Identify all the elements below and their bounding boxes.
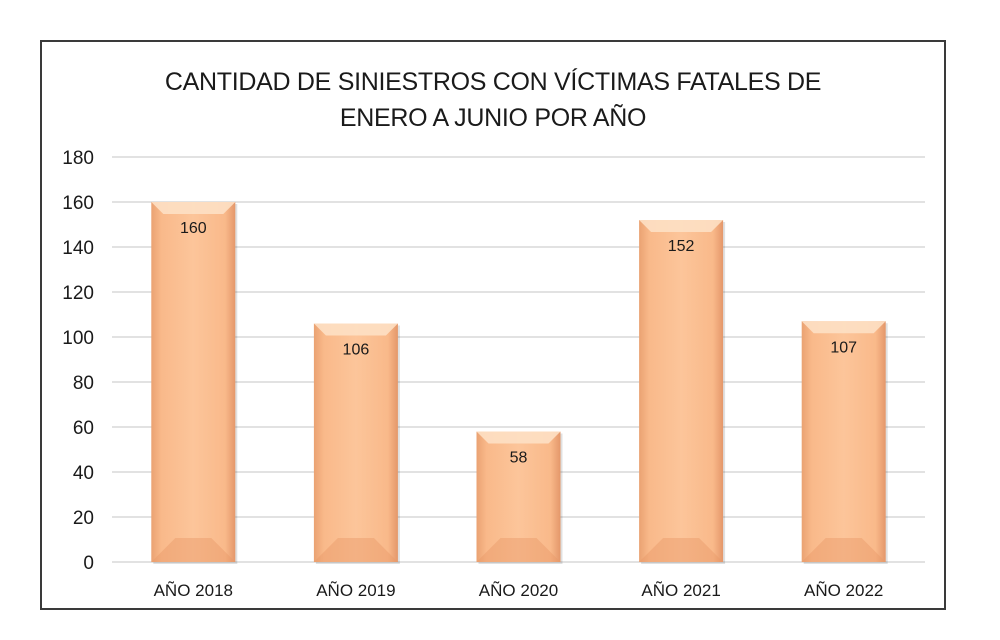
y-tick-label: 0: [83, 553, 94, 574]
bar-bevel-top: [476, 431, 561, 444]
data-label: 106: [343, 342, 370, 359]
bar-bevel-top: [801, 321, 886, 334]
y-tick-label: 160: [62, 193, 94, 214]
bar-bevel-bottom: [801, 538, 886, 562]
data-label: 160: [180, 220, 207, 237]
bar-bevel-bottom: [151, 538, 236, 562]
y-tick-label: 100: [62, 328, 94, 349]
y-tick-label: 120: [62, 283, 94, 304]
bar-bevel-bottom: [639, 538, 724, 562]
bar-año-2021: 152: [639, 220, 726, 564]
chart-title-line-1: CANTIDAD DE SINIESTROS CON VÍCTIMAS FATA…: [164, 68, 822, 96]
bar-bevel-top: [313, 323, 398, 336]
bar: [639, 220, 724, 562]
bar: [476, 431, 561, 562]
bar: [801, 321, 886, 562]
bar-bevel-bottom: [313, 538, 398, 562]
bar-bevel-top: [151, 202, 236, 214]
data-label: 58: [510, 450, 528, 467]
y-tick-label: 80: [73, 373, 94, 394]
chart-title: CANTIDAD DE SINIESTROS CON VÍCTIMAS FATA…: [42, 64, 944, 136]
y-tick-label: 140: [62, 238, 94, 259]
bar-año-2019: 106: [313, 323, 400, 564]
x-tick-label: AÑO 2019: [316, 581, 395, 600]
data-label: 152: [668, 238, 695, 255]
y-tick-label: 40: [73, 463, 94, 484]
bar: [151, 202, 236, 562]
x-tick-label: AÑO 2022: [804, 581, 883, 600]
y-tick-label: 180: [62, 148, 94, 169]
x-tick-label: AÑO 2020: [479, 581, 558, 600]
bar: [313, 323, 398, 562]
data-label: 107: [830, 339, 857, 356]
y-tick-label: 20: [73, 508, 94, 529]
x-tick-label: AÑO 2021: [641, 581, 720, 600]
bar-año-2018: 160: [151, 202, 238, 564]
bar-bevel-top: [639, 220, 724, 232]
bar-año-2020: 58: [476, 431, 563, 564]
y-tick-label: 60: [73, 418, 94, 439]
bar-bevel-bottom: [476, 538, 561, 562]
chart-title-line-2: ENERO A JUNIO POR AÑO: [339, 104, 647, 132]
bar-año-2022: 107: [801, 321, 888, 564]
x-tick-label: AÑO 2018: [154, 581, 233, 600]
